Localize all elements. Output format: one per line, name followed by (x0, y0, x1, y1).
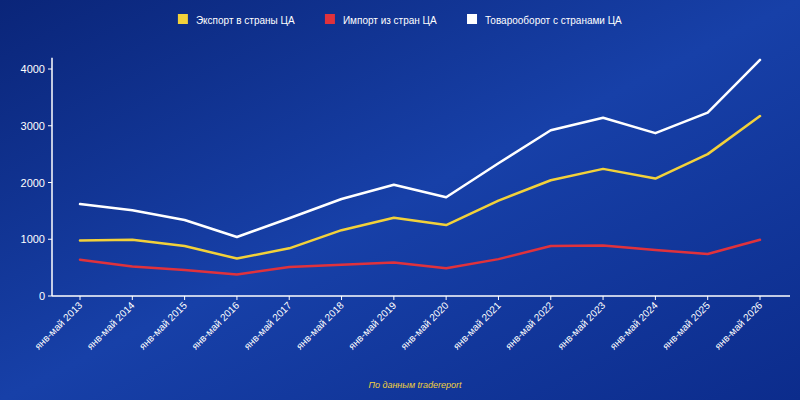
x-tick (603, 296, 604, 300)
legend-swatch (467, 14, 477, 24)
x-tick-label: янв-май 2026 (712, 299, 764, 351)
x-axis (52, 295, 790, 297)
x-tick (289, 296, 290, 300)
x-tick (498, 296, 499, 300)
series-line (80, 60, 760, 237)
y-tick-label: 1000 (21, 233, 45, 245)
x-tick (655, 296, 656, 300)
x-tick-label: янв-май 2016 (189, 299, 241, 351)
y-tick (48, 125, 52, 126)
legend-swatch (325, 14, 335, 24)
background (0, 0, 800, 400)
y-tick-label: 0 (39, 290, 45, 302)
x-tick (236, 296, 237, 300)
x-tick-label: янв-май 2015 (137, 299, 189, 351)
x-tick (132, 296, 133, 300)
x-tick-label: янв-май 2021 (451, 299, 503, 351)
series-line (80, 116, 760, 258)
series-line (80, 240, 760, 275)
x-tick (446, 296, 447, 300)
x-tick-label: янв-май 2019 (346, 299, 398, 351)
x-tick-label: янв-май 2020 (398, 299, 450, 351)
plot-area (80, 60, 760, 275)
y-tick (48, 182, 52, 183)
x-tick-label: янв-май 2018 (294, 299, 346, 351)
x-tick (550, 296, 551, 300)
x-tick-label: янв-май 2024 (608, 299, 660, 351)
y-tick (48, 296, 52, 297)
legend-swatch (178, 14, 188, 24)
legend-label: Товарооборот с странами ЦА (485, 15, 622, 26)
legend-label: Импорт из стран ЦА (343, 15, 437, 26)
x-tick (184, 296, 185, 300)
legend-label: Экспорт в страны ЦА (196, 15, 295, 26)
x-tick-label: янв-май 2017 (242, 299, 294, 351)
x-tick (707, 296, 708, 300)
y-tick (48, 239, 52, 240)
y-tick-label: 2000 (21, 177, 45, 189)
x-tick-label: янв-май 2023 (555, 299, 607, 351)
x-tick (341, 296, 342, 300)
x-tick-label: янв-май 2014 (85, 299, 137, 351)
chart: 01000200030004000янв-май 2013янв-май 201… (0, 0, 800, 400)
x-tick (80, 296, 81, 300)
y-axis (51, 58, 53, 296)
y-tick (48, 69, 52, 70)
y-tick-label: 3000 (21, 120, 45, 132)
x-tick (393, 296, 394, 300)
y-tick-label: 4000 (21, 63, 45, 75)
x-tick (760, 296, 761, 300)
source-note: По данным tradereport (368, 380, 462, 390)
legend: Экспорт в страны ЦА Импорт из стран ЦА Тов… (178, 14, 622, 26)
x-tick-label: янв-май 2013 (32, 299, 84, 351)
x-tick-label: янв-май 2025 (660, 299, 712, 351)
x-tick-label: янв-май 2022 (503, 299, 555, 351)
